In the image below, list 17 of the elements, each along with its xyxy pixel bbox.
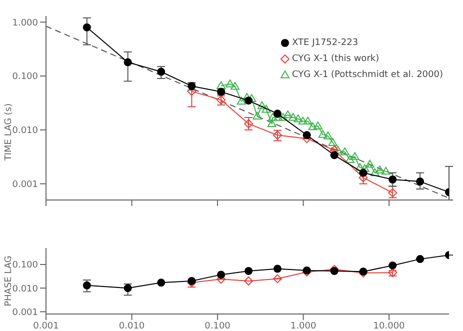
- y-tick-label: 0.001: [12, 180, 38, 190]
- legend-label: CYG X-1 (this work): [292, 53, 380, 66]
- y-tick-label: 1.000: [12, 18, 38, 28]
- y-tick-label: 0.100: [12, 260, 38, 271]
- legend-label: XTE J1752-223: [292, 37, 358, 50]
- y-tick-label: 0.001: [12, 308, 38, 318]
- y-tick-label: 0.010: [12, 126, 38, 136]
- legend-label: CYG X-1 (Pottschmidt et al. 2000): [292, 69, 443, 82]
- x-tick-label: 0.010: [118, 321, 145, 331]
- y-axis-title: PHASE LAG: [4, 256, 14, 306]
- x-tick-label: 0.001: [33, 321, 59, 331]
- x-tick-label: 10.000: [373, 321, 406, 331]
- y-tick-label: 0.100: [12, 72, 38, 82]
- y-tick-label: 0.010: [12, 284, 38, 294]
- x-tick-label: 0.100: [204, 321, 231, 331]
- x-tick-label: 1.000: [290, 321, 316, 331]
- y-axis-title: TIME LAG (s): [4, 103, 14, 162]
